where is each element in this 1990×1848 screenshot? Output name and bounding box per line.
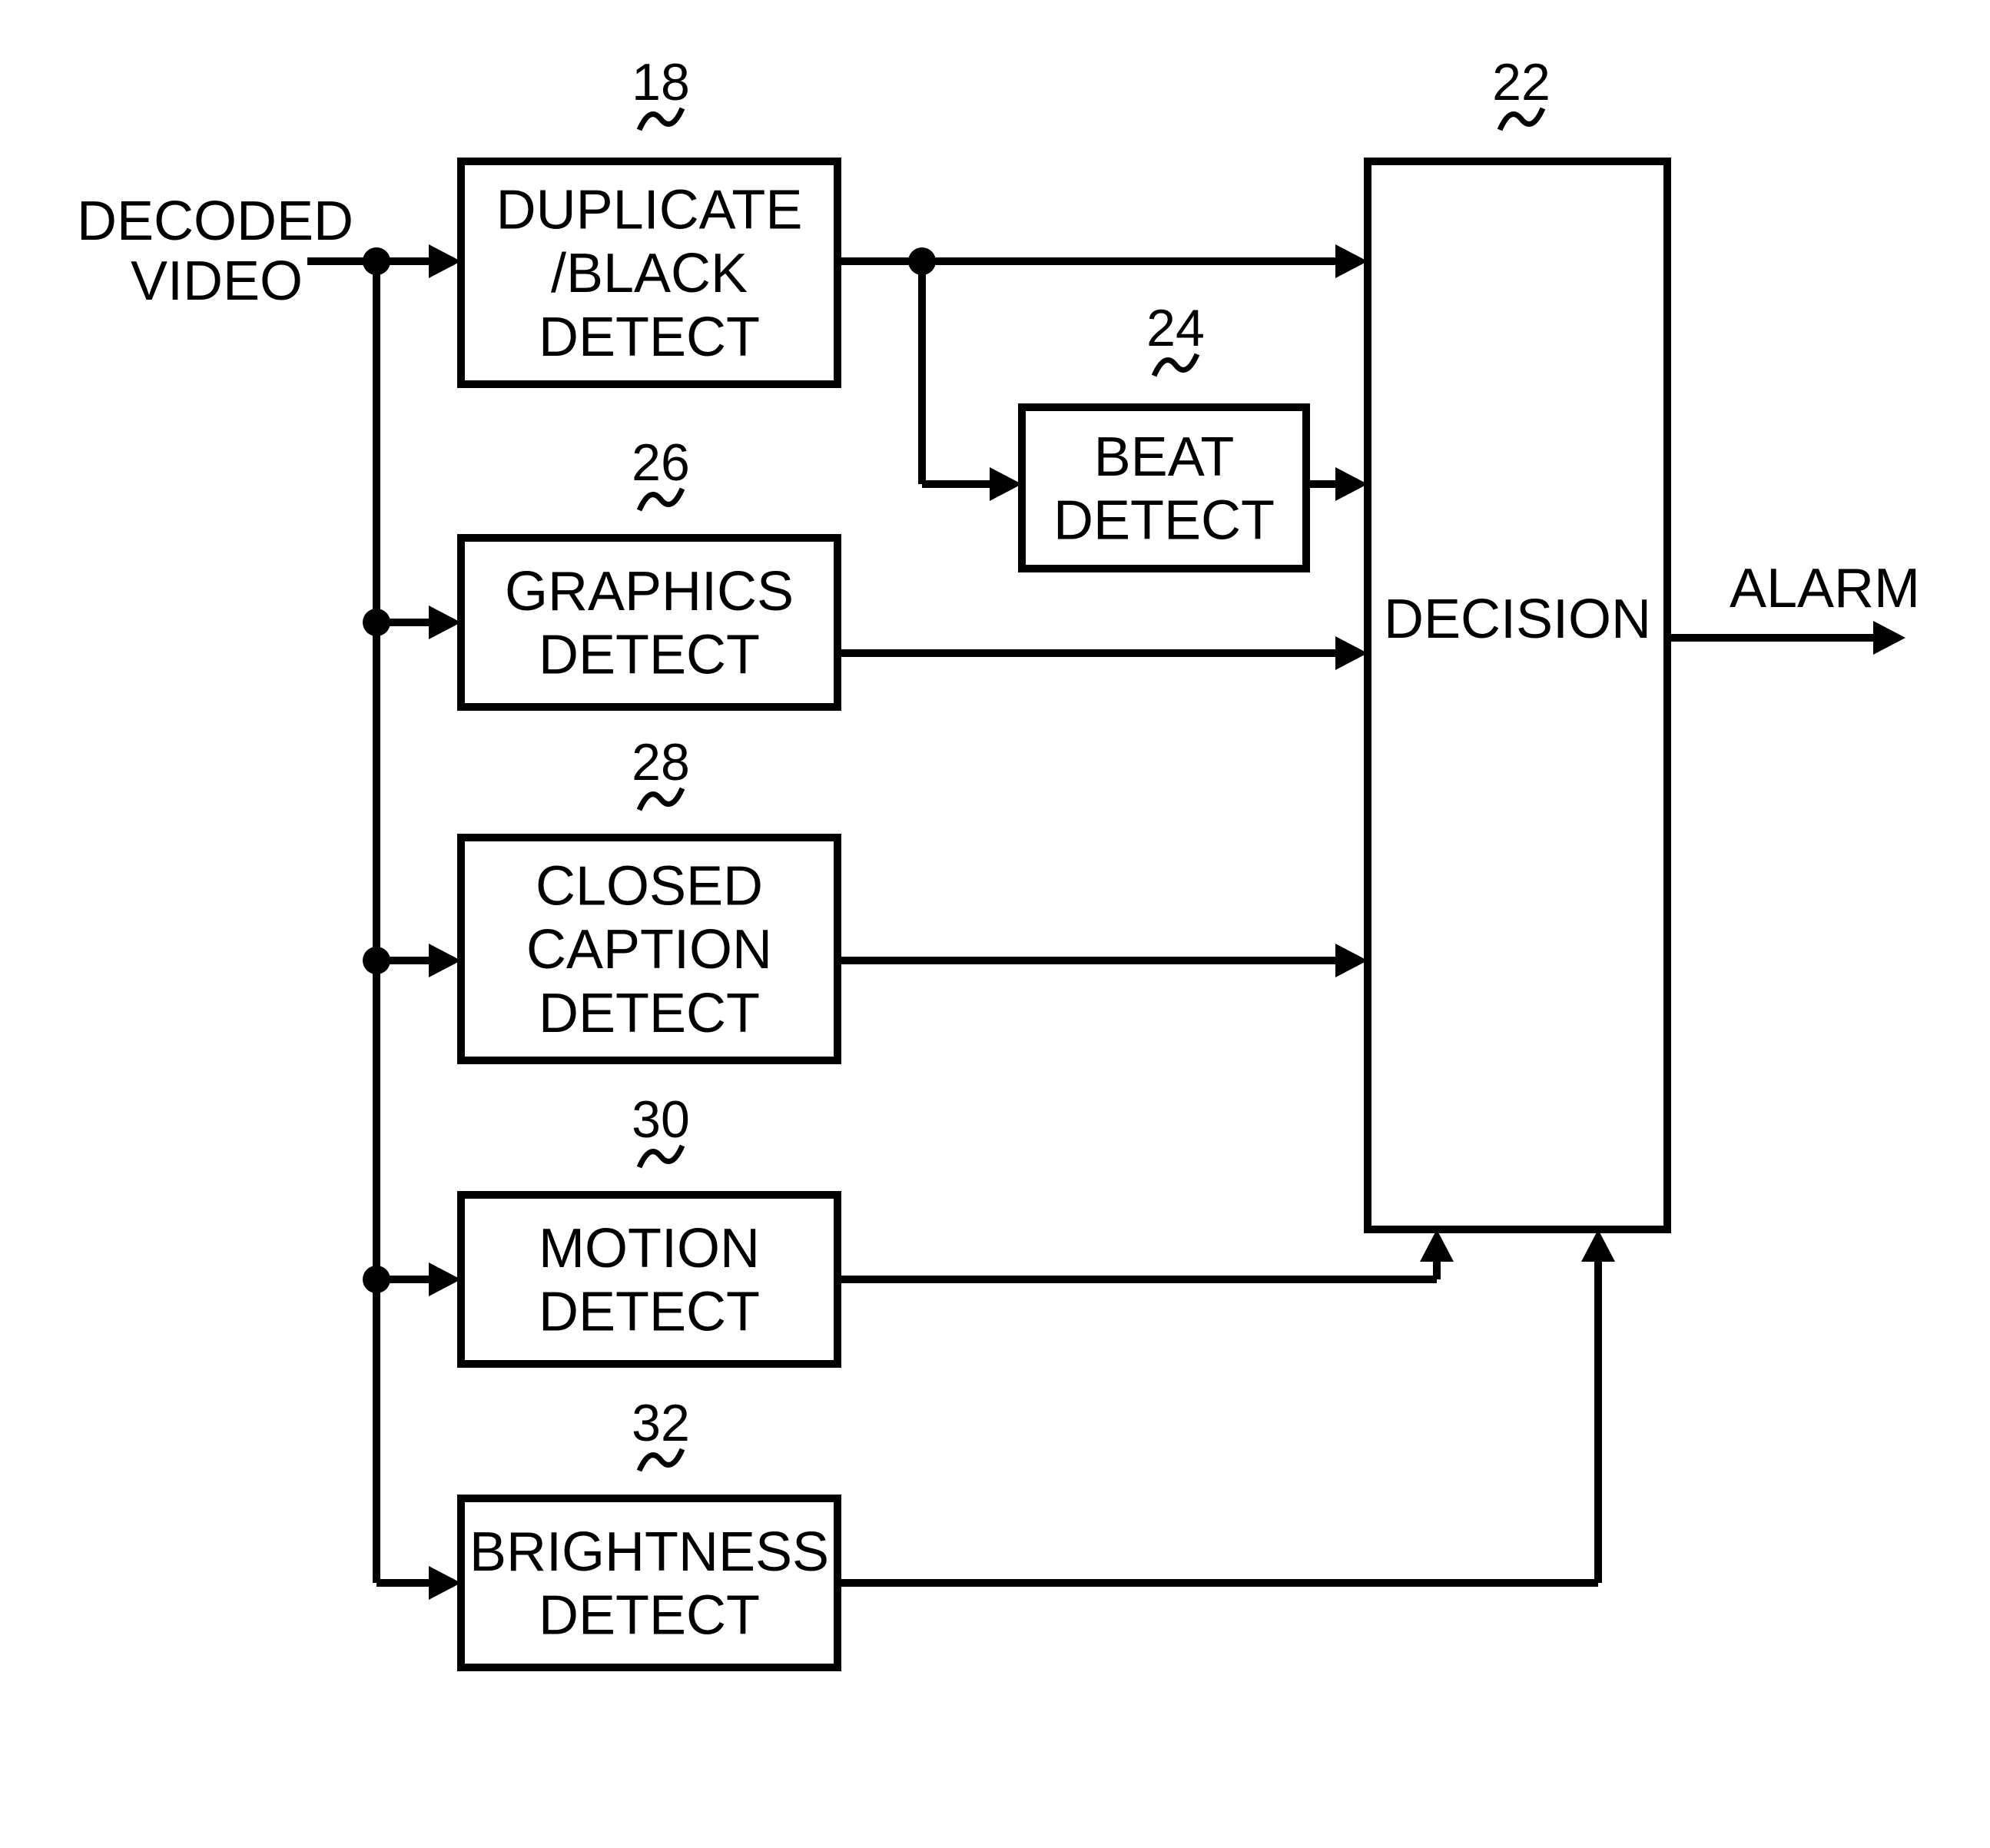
beat-ref: 24	[1146, 299, 1205, 357]
junction-dot	[363, 247, 390, 275]
closed_caption-label: DETECT	[539, 983, 760, 1044]
arrowhead	[1335, 467, 1368, 501]
decision-block	[1368, 161, 1667, 1229]
duplicate-label: DUPLICATE	[496, 179, 803, 241]
arrowhead	[1335, 244, 1368, 278]
arrowhead	[429, 244, 461, 278]
ref-squiggle	[639, 1449, 682, 1471]
arrowhead	[429, 605, 461, 639]
decision-ref: 22	[1492, 53, 1551, 111]
closed_caption-ref: 28	[632, 733, 690, 791]
motion-label: MOTION	[539, 1218, 760, 1279]
graphics-label: DETECT	[539, 625, 760, 686]
graphics-ref: 26	[632, 433, 690, 492]
ref-squiggle	[639, 108, 682, 130]
beat-label: BEAT	[1094, 426, 1235, 488]
closed_caption-label: CAPTION	[526, 919, 772, 980]
motion-label: DETECT	[539, 1282, 760, 1343]
graphics-label: GRAPHICS	[505, 561, 794, 622]
ref-squiggle	[639, 489, 682, 510]
duplicate-label: /BLACK	[551, 243, 748, 304]
input-label: DECODED	[77, 191, 353, 252]
decision-label: DECISION	[1384, 589, 1651, 650]
output-label: ALARM	[1730, 558, 1920, 619]
arrowhead	[1335, 636, 1368, 670]
ref-squiggle	[1154, 354, 1197, 376]
arrowhead	[990, 467, 1022, 501]
brightness-ref: 32	[632, 1394, 690, 1452]
arrowhead	[429, 944, 461, 977]
arrowhead	[1873, 621, 1905, 655]
arrowhead	[1335, 944, 1368, 977]
duplicate-ref: 18	[632, 53, 690, 111]
ref-squiggle	[1500, 108, 1543, 130]
ref-squiggle	[639, 1146, 682, 1167]
duplicate-label: DETECT	[539, 307, 760, 368]
beat-label: DETECT	[1053, 490, 1275, 552]
input-label: VIDEO	[131, 250, 303, 312]
arrowhead	[1420, 1229, 1454, 1262]
brightness-label: BRIGHTNESS	[469, 1521, 829, 1583]
arrowhead	[1581, 1229, 1615, 1262]
arrowhead	[429, 1262, 461, 1296]
closed_caption-label: CLOSED	[536, 855, 763, 917]
motion-ref: 30	[632, 1090, 690, 1149]
ref-squiggle	[639, 788, 682, 810]
block-diagram: DUPLICATE/BLACKDETECT18BEATDETECT24GRAPH…	[0, 0, 1990, 1848]
brightness-label: DETECT	[539, 1585, 760, 1647]
arrowhead	[429, 1566, 461, 1600]
